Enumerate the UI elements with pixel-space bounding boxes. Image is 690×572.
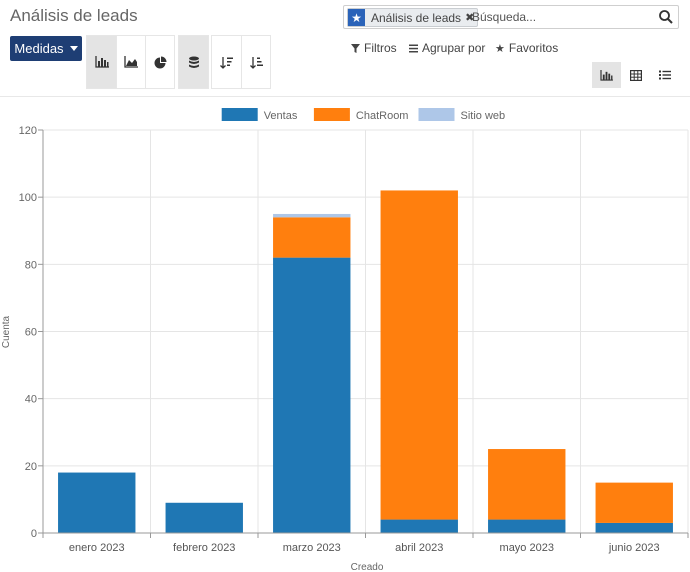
chart-legend: Ventas ChatRoom Sitio web — [221, 108, 506, 122]
filters-button[interactable]: Filtros — [351, 41, 397, 55]
chart-grid — [42, 129, 689, 534]
bar-sitio-web — [273, 213, 351, 218]
line-chart-button[interactable] — [116, 36, 145, 88]
view-switcher — [592, 62, 679, 88]
legend-label: ChatRoom — [356, 110, 409, 122]
toolbar-divider — [0, 96, 690, 97]
sort-ascending-icon — [249, 56, 263, 69]
legend-label: Sitio web — [461, 110, 506, 122]
stacked-group — [178, 35, 209, 89]
favorites-label: Favoritos — [508, 41, 559, 55]
bar-ventas — [165, 502, 243, 533]
group-by-label: Agrupar por — [422, 41, 486, 55]
bar-ventas — [488, 519, 566, 533]
y-tick-label: 120 — [19, 125, 37, 137]
sort-descending-icon — [220, 56, 233, 69]
graph-view-button[interactable] — [592, 62, 621, 88]
favorites-button[interactable]: ★ Favoritos — [495, 41, 558, 55]
bar-ventas — [380, 519, 458, 533]
page-title: Análisis de leads — [10, 6, 138, 25]
chart-type-group — [86, 35, 175, 89]
stacked-bar-chart: Ventas ChatRoom Sitio web 0 20 40 60 80 100 120 e… — [1, 108, 689, 572]
legend-swatch — [418, 108, 455, 121]
bar-chatroom — [273, 217, 351, 258]
search-bar[interactable]: ★ Análisis de leads ✖ — [343, 5, 679, 29]
search-facet[interactable]: ★ Análisis de leads ✖ — [347, 8, 479, 27]
x-tick-label: abril 2023 — [395, 542, 443, 554]
bar-chart-button[interactable] — [87, 36, 116, 88]
y-tick-label: 40 — [25, 394, 37, 406]
y-tick-label: 100 — [19, 192, 37, 204]
measures-dropdown-button[interactable]: Medidas — [10, 36, 82, 61]
filters-label: Filtros — [364, 41, 397, 55]
filter-icon — [351, 43, 360, 53]
legend-label: Ventas — [264, 110, 298, 122]
x-tick-label: enero 2023 — [69, 542, 125, 554]
list-view-icon — [658, 70, 671, 80]
pie-chart-button[interactable] — [145, 36, 174, 88]
group-by-button[interactable]: Agrupar por — [409, 41, 485, 55]
sort-group — [211, 35, 271, 89]
pivot-view-button[interactable] — [621, 62, 650, 88]
y-tick-label: 60 — [25, 327, 37, 339]
x-tick-label: mayo 2023 — [500, 542, 554, 554]
search-input[interactable] — [472, 8, 652, 26]
star-icon: ★ — [348, 9, 365, 26]
bar-ventas — [595, 522, 673, 533]
favorites-star-icon: ★ — [495, 42, 505, 55]
bar-chart-icon — [94, 56, 109, 68]
x-tick-label: junio 2023 — [608, 542, 660, 554]
legend-swatch — [221, 108, 258, 121]
bar-ventas — [273, 257, 351, 533]
x-tick-label: febrero 2023 — [173, 542, 235, 554]
graph-view-icon — [600, 69, 613, 81]
x-axis-label: Creado — [351, 562, 384, 572]
stacked-toggle-button[interactable] — [179, 36, 208, 88]
x-tick-label: marzo 2023 — [283, 542, 341, 554]
y-tick-label: 0 — [31, 528, 37, 540]
bar-chatroom — [488, 449, 566, 520]
y-axis-label: Cuenta — [1, 315, 12, 348]
bar-chatroom — [380, 190, 458, 520]
search-icon[interactable] — [658, 9, 674, 25]
legend-swatch — [313, 108, 350, 121]
facet-remove-icon[interactable]: ✖ — [465, 12, 475, 24]
measures-label: Medidas — [14, 41, 64, 56]
sort-ascending-button[interactable] — [241, 36, 270, 88]
sort-descending-button[interactable] — [212, 36, 241, 88]
chart-bars — [58, 190, 673, 533]
bar-chatroom — [595, 482, 673, 523]
y-tick-label: 80 — [25, 259, 37, 271]
list-view-button[interactable] — [650, 62, 679, 88]
pivot-view-icon — [629, 69, 642, 81]
y-tick-label: 20 — [25, 461, 37, 473]
line-chart-icon — [124, 56, 138, 68]
caret-down-icon — [69, 46, 78, 51]
bar-ventas — [58, 472, 136, 533]
database-icon — [188, 56, 199, 68]
search-facet-label: Análisis de leads — [371, 10, 462, 25]
chart-axes: 0 20 40 60 80 100 120 enero 2023 febrero 2023 mar… — [19, 125, 689, 554]
pie-chart-icon — [154, 56, 166, 68]
bars-icon — [409, 44, 418, 52]
